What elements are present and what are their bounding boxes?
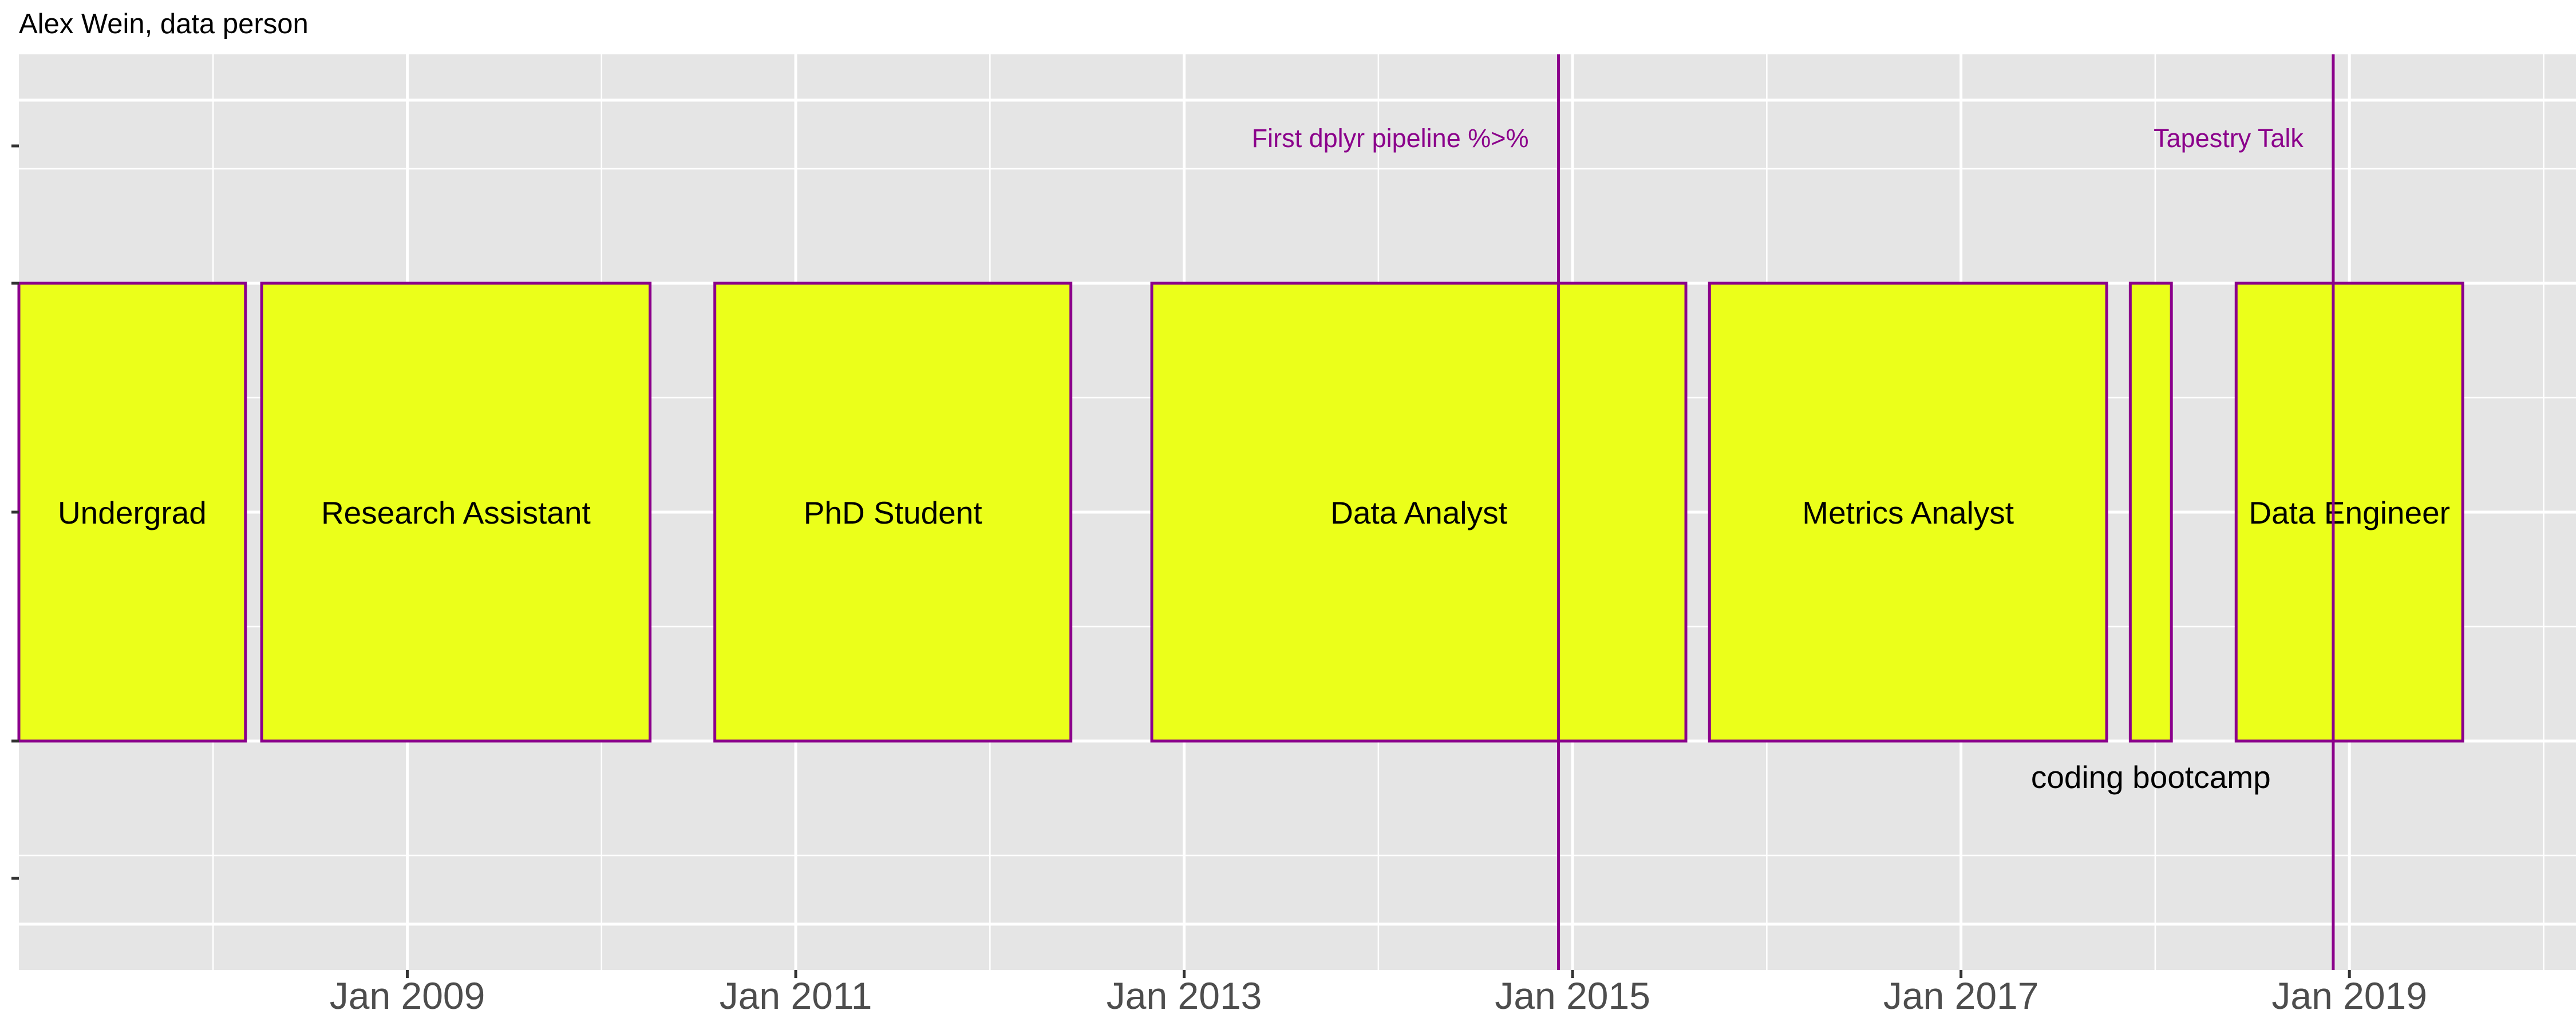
period-label: Data Analyst bbox=[1330, 495, 1507, 530]
period-label: coding bootcamp bbox=[2031, 759, 2271, 795]
event-label: First dplyr pipeline %>% bbox=[1252, 124, 1529, 153]
period-bar bbox=[1150, 282, 1688, 743]
chart-title: Alex Wein, data person bbox=[19, 9, 309, 39]
x-tick-label: Jan 2009 bbox=[330, 974, 485, 1017]
period-bar bbox=[1708, 282, 2108, 743]
period-bar bbox=[2128, 282, 2173, 743]
x-tick-label: Jan 2011 bbox=[720, 974, 872, 1017]
period-bar bbox=[17, 282, 247, 743]
period-label: PhD Student bbox=[804, 495, 982, 530]
x-tick-label: Jan 2017 bbox=[1883, 974, 2039, 1017]
period-bars: Undergrad Research Assistant PhD Student Da… bbox=[17, 282, 2464, 795]
period-bar bbox=[260, 282, 652, 743]
x-tick-label: Jan 2013 bbox=[1107, 974, 1262, 1017]
x-axis: Jan 2009 Jan 2011 Jan 2013 Jan 2015 Jan 2017… bbox=[330, 970, 2427, 1017]
event-lines: First dplyr pipeline %>% Tapestry Talk bbox=[1252, 54, 2335, 970]
period-bar bbox=[2234, 282, 2464, 743]
period-bar bbox=[713, 282, 1073, 743]
x-tick-label: Jan 2015 bbox=[1495, 974, 1650, 1017]
y-axis-ticks bbox=[11, 144, 19, 880]
period-label: Data Engineer bbox=[2249, 495, 2450, 530]
period-label: Undergrad bbox=[58, 495, 207, 530]
event-label: Tapestry Talk bbox=[2154, 124, 2304, 153]
period-label: Metrics Analyst bbox=[1802, 495, 2014, 530]
x-tick-label: Jan 2019 bbox=[2271, 974, 2427, 1017]
period-label: Research Assistant bbox=[321, 495, 591, 530]
